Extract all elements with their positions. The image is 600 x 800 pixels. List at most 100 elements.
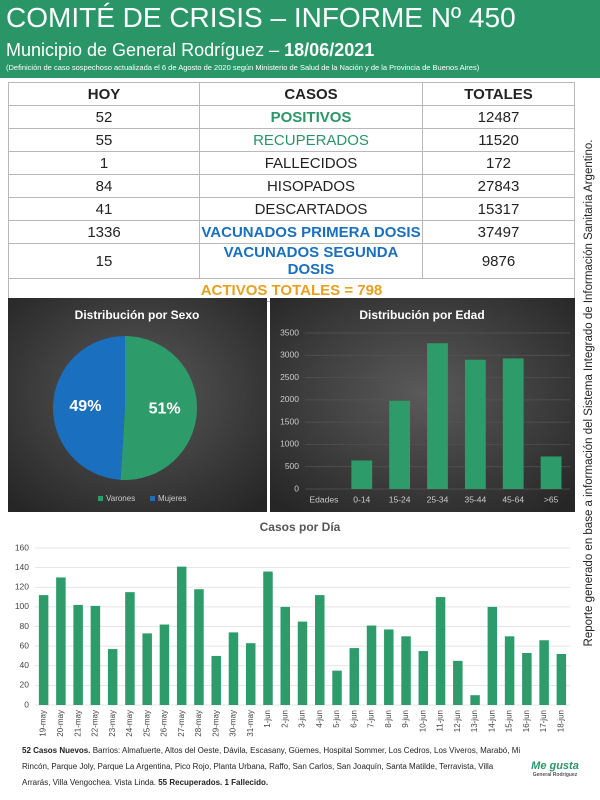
x-tick-label: 19-may — [39, 710, 48, 737]
bar — [427, 343, 448, 489]
bar — [297, 621, 308, 705]
legend-swatch — [98, 496, 103, 501]
bar — [435, 597, 446, 705]
bar — [107, 649, 118, 705]
y-tick-label: 140 — [15, 562, 29, 572]
table-cell: VACUNADOS PRIMERA DOSIS — [199, 220, 423, 244]
bar — [159, 624, 170, 705]
x-tick-label: 7-jun — [367, 710, 376, 728]
bar — [502, 358, 524, 489]
table-cell: RECUPERADOS — [199, 128, 423, 152]
table-cell: 52 — [8, 105, 200, 129]
x-tick-label: 24-may — [125, 710, 134, 737]
x-tick-label: 14-jun — [487, 710, 496, 732]
table-cell: 1336 — [8, 220, 200, 244]
x-tick-label: 6-jun — [349, 710, 358, 728]
x-tick-label: 30-may — [229, 710, 238, 737]
x-tick-label: 11-jun — [436, 710, 445, 732]
y-tick-label: 500 — [285, 461, 299, 471]
bar — [522, 652, 532, 705]
bar — [332, 670, 342, 705]
y-tick-label: 160 — [15, 542, 29, 552]
x-tick-label: 12-jun — [453, 710, 462, 732]
recovered: 55 Recuperados. — [158, 778, 223, 787]
x-tick-label: 35-44 — [464, 494, 486, 504]
table-cell: HISOPADOS — [199, 174, 423, 198]
y-tick-label: 3500 — [280, 327, 299, 337]
x-tick-label: 25-may — [142, 710, 151, 737]
bar — [315, 595, 325, 705]
x-tick-label: 15-24 — [389, 494, 411, 504]
bar — [366, 625, 377, 705]
bar — [540, 456, 562, 489]
y-tick-label: 1500 — [280, 416, 299, 426]
y-tick-label: 0 — [294, 483, 299, 493]
x-axis-label: Edades — [310, 494, 339, 504]
x-tick-label: 18-jun — [556, 710, 565, 732]
table-cell: 41 — [8, 197, 200, 221]
bar — [556, 653, 567, 705]
x-tick-label: 29-may — [211, 710, 220, 737]
bar — [401, 636, 411, 705]
bar — [38, 595, 49, 705]
y-tick-label: 20 — [20, 680, 30, 690]
barrios: Barrios: Almafuerte, Altos del Oeste, Dá… — [22, 746, 521, 787]
x-tick-label: 25-34 — [427, 494, 449, 504]
x-tick-label: 31-may — [246, 710, 255, 737]
y-tick-label: 0 — [24, 699, 29, 709]
x-tick-label: 5-jun — [332, 710, 341, 728]
bar — [539, 640, 549, 705]
x-tick-label: 2-jun — [280, 710, 289, 728]
x-tick-label: 9-jun — [401, 710, 410, 728]
bar — [349, 648, 360, 705]
logo: Me gusta General Rodríguez — [520, 760, 590, 778]
x-tick-label: 16-jun — [522, 710, 531, 732]
new-cases: 52 Casos Nuevos. — [22, 746, 91, 755]
table-row: 15 VACUNADOS SEGUNDA DOSIS 9876 — [8, 243, 575, 279]
footer: 52 Casos Nuevos. Barrios: Almafuerte, Al… — [22, 743, 522, 791]
logo-sub: General Rodríguez — [532, 772, 578, 778]
side-note: Reporte generado en base a información d… — [583, 139, 595, 647]
x-tick-label: 0-14 — [353, 494, 370, 504]
table-row: 1 FALLECIDOS 172 — [8, 151, 575, 175]
bar — [194, 589, 204, 705]
x-tick-label: 27-may — [177, 710, 186, 737]
charts: Distribución por Sexo 51% 49% Varones Mujere… — [8, 298, 575, 737]
bar — [389, 400, 411, 489]
x-tick-label: 4-jun — [315, 710, 324, 728]
x-tick-label: 1-jun — [263, 710, 272, 728]
col-header: HOY — [8, 82, 200, 106]
bar — [176, 566, 187, 705]
table-cell: 15317 — [422, 197, 575, 221]
y-tick-label: 1000 — [280, 439, 299, 449]
y-tick-label: 40 — [20, 660, 30, 670]
date: 18/06/2021 — [284, 40, 375, 60]
bar — [90, 605, 101, 705]
y-tick-label: 3000 — [280, 350, 299, 360]
subtitle-text: Municipio de General Rodríguez – — [6, 40, 285, 60]
y-tick-label: 120 — [15, 582, 29, 592]
bar — [245, 643, 256, 705]
deaths: 1 Fallecido. — [222, 778, 269, 787]
x-tick-label: 21-may — [73, 710, 82, 737]
table-cell: 84 — [8, 174, 200, 198]
summary-table: HOY CASOS TOTALES 52 POSITIVOS 12487 55 RECU… — [8, 82, 575, 302]
pie-slice — [120, 336, 197, 480]
x-tick-label: 3-jun — [298, 710, 307, 728]
bar — [418, 651, 429, 705]
bar — [125, 592, 135, 705]
y-tick-label: 2500 — [280, 372, 299, 382]
table-cell: POSITIVOS — [199, 105, 423, 129]
table-row: 52 POSITIVOS 12487 — [8, 105, 575, 129]
bar — [487, 606, 498, 705]
table-cell: VACUNADOS SEGUNDA DOSIS — [199, 243, 423, 279]
table-cell: 27843 — [422, 174, 575, 198]
table-row: 41 DESCARTADOS 15317 — [8, 197, 575, 221]
panel — [270, 298, 575, 512]
header: COMITÉ DE CRISIS – INFORME Nº 450 Munici… — [0, 0, 600, 78]
legend-swatch — [150, 496, 155, 501]
x-tick-label: 15-jun — [505, 710, 514, 732]
x-tick-label: 28-may — [194, 710, 203, 737]
bar — [464, 359, 486, 489]
